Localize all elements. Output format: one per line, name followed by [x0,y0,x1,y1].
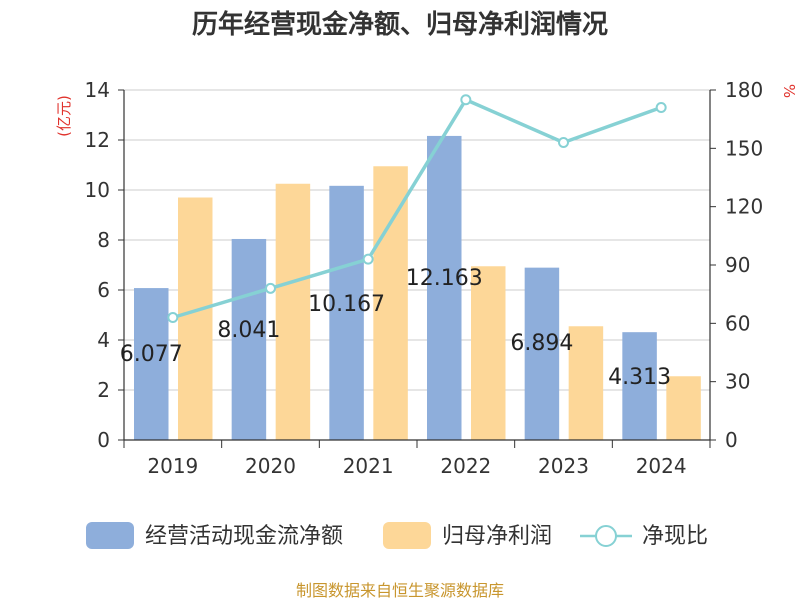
cashflow-bar [427,135,462,441]
source-note: 制图数据来自恒生聚源数据库 [296,581,504,600]
x-tick-label: 2024 [636,454,687,478]
cashflow-value-label: 6.894 [510,331,573,356]
legend-label-profit: 归母净利润 [442,524,552,549]
bars [134,135,701,441]
y-left-tick-label: 10 [85,178,110,202]
gridlines [124,89,710,391]
y-left-tick-label: 6 [97,278,110,302]
legend-swatch-cashflow [86,522,134,549]
profit-bar [568,326,604,440]
cashflow-value-label: 12.163 [406,266,483,291]
x-tick-label: 2020 [245,454,296,478]
y-left-tick-label: 2 [97,378,110,402]
x-tick-label: 2019 [147,454,198,478]
ratio-point [167,312,179,323]
y-right-tick-label: 120 [725,195,763,219]
cashflow-value-label: 4.313 [608,365,671,390]
profit-bar [275,183,311,440]
y-right-unit: % [780,84,798,98]
y-right-tick-label: 30 [725,370,750,394]
legend-label-cashflow: 经营活动现金流净额 [145,524,343,549]
profit-bar [373,166,408,440]
data-labels: 6.077 8.041 10.167 12.163 6.894 4.313 [120,266,671,390]
ratio-point [558,137,569,148]
legend-swatch-profit [383,522,431,549]
legend-swatch-ratio-marker [595,525,617,547]
ratio-point [460,94,472,106]
profit-bar [666,376,701,440]
y-right-tick-label: 0 [725,428,738,452]
chart-title: 历年经营现金净额、归母净利润情况 [192,9,608,40]
cashflow-bar [231,238,267,440]
x-tick-label: 2021 [343,454,394,478]
y-left-tick-label: 12 [85,128,110,152]
y-right-tick-label: 90 [725,253,750,277]
axes: 0 2 4 6 8 10 12 14 0 30 60 90 120 150 180 2019 2020 2021 2… [85,78,764,478]
cashflow-bar [524,267,560,440]
y-left-tick-label: 14 [85,78,110,102]
y-right-tick-label: 150 [725,136,763,160]
x-tick-label: 2022 [440,454,491,478]
x-tick-label: 2023 [538,454,589,478]
legend-label-ratio: 净现比 [642,524,708,549]
cashflow-value-label: 8.041 [217,318,280,343]
profit-bar [471,266,506,440]
cashflow-bar [134,288,169,440]
ratio-line-layer [167,94,667,323]
y-left-tick-label: 0 [97,428,110,452]
y-right-tick-label: 180 [725,78,763,102]
ratio-line [172,97,662,320]
legend: 经营活动现金流净额 归母净利润 净现比 [86,522,708,549]
y-left-unit: (亿元) [55,95,73,137]
cashflow-value-label: 6.077 [120,342,183,367]
y-left-tick-label: 8 [97,228,110,252]
cashflow-bar [622,332,657,440]
cashflow-bar [329,185,364,440]
ratio-point [265,282,276,294]
profit-bar [178,197,213,440]
y-right-tick-label: 60 [725,311,750,335]
cashflow-value-label: 10.167 [308,292,385,317]
ratio-point [362,253,374,265]
ratio-point [655,102,667,113]
y-left-tick-label: 4 [97,328,110,352]
